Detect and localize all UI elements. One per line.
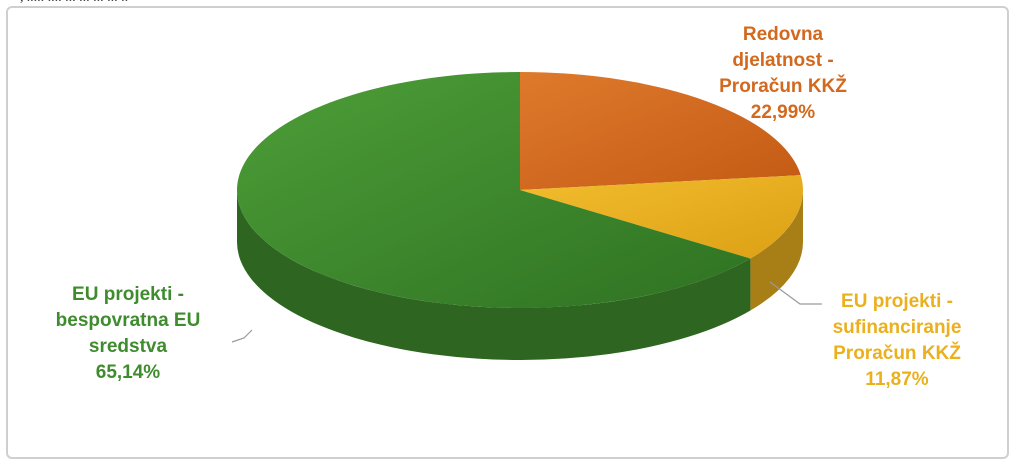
- slice-label-2: EU projekti - sufinanciranje Proračun KKŽ 1…: [833, 291, 962, 390]
- slice-label-line: EU projekti -: [72, 284, 184, 305]
- leader-line-yellow: [769, 281, 822, 305]
- slice-label-line: Proračun KKŽ: [719, 75, 847, 97]
- slice-label-line: EU projekti -: [841, 291, 953, 312]
- slice-label-line: Proračun KKŽ: [833, 342, 961, 364]
- slice-label-line: djelatnost -: [732, 50, 833, 71]
- slice-value-2: 11,87%: [865, 369, 928, 390]
- slice-label-line: sufinanciranje: [833, 317, 962, 338]
- leader-line-green: [231, 329, 253, 343]
- pie-side-3: [237, 190, 751, 361]
- pie-slice-3: [237, 72, 751, 308]
- slice-label-line: bespovratna EU: [56, 310, 201, 331]
- pie-slice-2: [520, 175, 803, 259]
- clipped-header-text-fragment: , ..... .... ... ... ... ... ..: [0, 0, 1017, 5]
- pie-side-2: [750, 190, 803, 311]
- clipped-text: , ..... .... ... ... ... ... ..: [20, 0, 129, 5]
- pie-top-group: [237, 72, 803, 308]
- slice-label-1: Redovna djelatnost - Proračun KKŽ 22,99%: [719, 24, 847, 123]
- leader-lines: [231, 281, 822, 343]
- slice-labels: Redovna djelatnost - Proračun KKŽ 22,99% EU …: [56, 24, 962, 390]
- slice-value-1: 22,99%: [751, 102, 816, 123]
- pie-side-group: [237, 190, 803, 361]
- slice-label-3: EU projekti - bespovratna EU sredstva 65,14…: [56, 284, 201, 383]
- slice-value-3: 65,14%: [96, 362, 161, 383]
- pie-slice-1: [520, 72, 801, 190]
- slice-label-line: Redovna: [743, 24, 824, 45]
- slice-label-line: sredstva: [89, 336, 168, 357]
